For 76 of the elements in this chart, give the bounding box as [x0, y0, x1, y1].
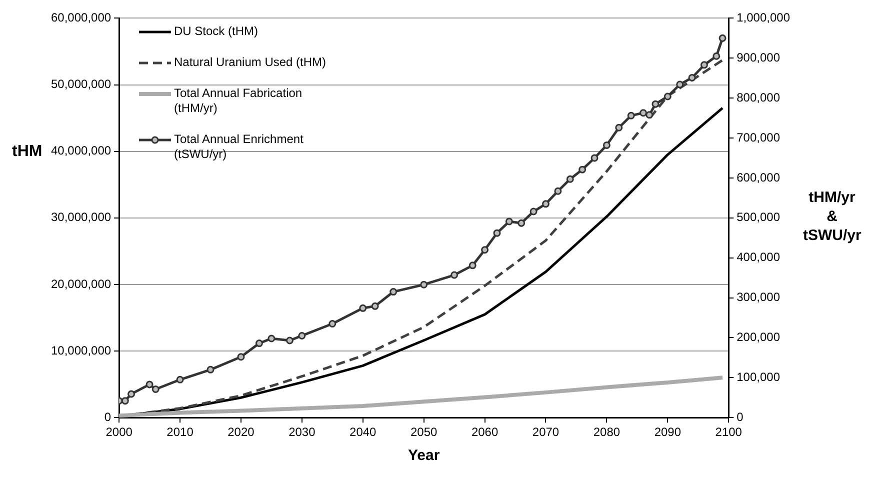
point [578, 166, 586, 174]
point [664, 92, 672, 100]
legend-label: Natural Uranium Used (tHM) [174, 55, 328, 70]
x-tick-label: 2090 [654, 425, 682, 440]
x-tick-label: 2020 [228, 425, 255, 440]
point [505, 218, 513, 226]
y-tick-label: 10,000,000 [50, 343, 112, 358]
point [128, 390, 135, 398]
point [390, 288, 398, 296]
y-tick-label: 20,000,000 [50, 276, 112, 291]
x-tick-label: 2030 [288, 425, 316, 440]
x-tick-label: 2040 [350, 425, 377, 440]
point [256, 340, 264, 348]
point [712, 52, 720, 60]
point [652, 100, 660, 108]
point [481, 246, 489, 254]
y2-tick-label: 100,000 [736, 370, 780, 384]
point [688, 74, 696, 82]
point [176, 376, 184, 384]
point [602, 141, 610, 149]
legend-label: DU Stock (tHM) [174, 24, 259, 39]
legend-label: Total Annual Enrichment (tSWU/yr) [174, 132, 304, 162]
x-tick-label: 2070 [532, 425, 560, 440]
point [615, 124, 623, 132]
point [468, 262, 476, 270]
y2-tick-label: 500,000 [736, 210, 780, 224]
point [518, 219, 526, 227]
point [542, 200, 550, 208]
y-tick-label: 60,000,000 [50, 10, 112, 25]
y2-tick-label: 900,000 [736, 50, 780, 64]
y2-tick-label: 0 [736, 410, 744, 424]
point [359, 304, 367, 312]
y-tick-label: 40,000,000 [50, 144, 112, 158]
x-tick-label: 2080 [593, 425, 620, 440]
point [450, 271, 458, 279]
y-tick-label: 50,000,000 [50, 77, 112, 92]
point [371, 302, 379, 310]
point [627, 112, 635, 120]
point [286, 336, 294, 344]
point [146, 380, 154, 388]
y2-axis-title: tHM/yr & tSWU/yr [803, 188, 862, 245]
y-tick-label: 0 [104, 410, 112, 424]
y2-tick-label: 600,000 [736, 170, 780, 184]
y-tick-label: 30,000,000 [50, 210, 112, 224]
point [206, 366, 214, 374]
y2-tick-label: 700,000 [736, 130, 780, 144]
point [530, 208, 538, 216]
point [420, 280, 428, 288]
x-tick-label: 2000 [106, 425, 133, 440]
x-tick-label: 2050 [410, 425, 438, 440]
x-tick-label: 2010 [166, 425, 194, 440]
point [590, 154, 598, 162]
point [554, 187, 562, 195]
legend-label: Total Annual Fabrication (tHM/yr) [174, 86, 304, 116]
point [566, 175, 574, 183]
point [328, 320, 336, 328]
y2-tick-label: 400,000 [736, 250, 780, 264]
point [700, 61, 708, 69]
y2-tick-label: 1,000,000 [736, 10, 790, 25]
point [718, 34, 726, 42]
x-axis-title: Year [408, 447, 440, 464]
y2-tick-label: 300,000 [736, 290, 780, 304]
point [646, 111, 654, 119]
y2-tick-label: 800,000 [736, 90, 780, 104]
point [676, 80, 684, 88]
point [298, 332, 306, 340]
y2-tick-label: 200,000 [736, 330, 780, 344]
point [493, 229, 501, 237]
point [152, 385, 160, 393]
x-tick-label: 2060 [471, 425, 498, 440]
y-axis-title: tHM [12, 143, 42, 161]
x-tick-label: 2100 [715, 425, 742, 440]
point [237, 353, 245, 361]
point [640, 109, 648, 117]
point [121, 397, 129, 405]
point [268, 334, 276, 342]
